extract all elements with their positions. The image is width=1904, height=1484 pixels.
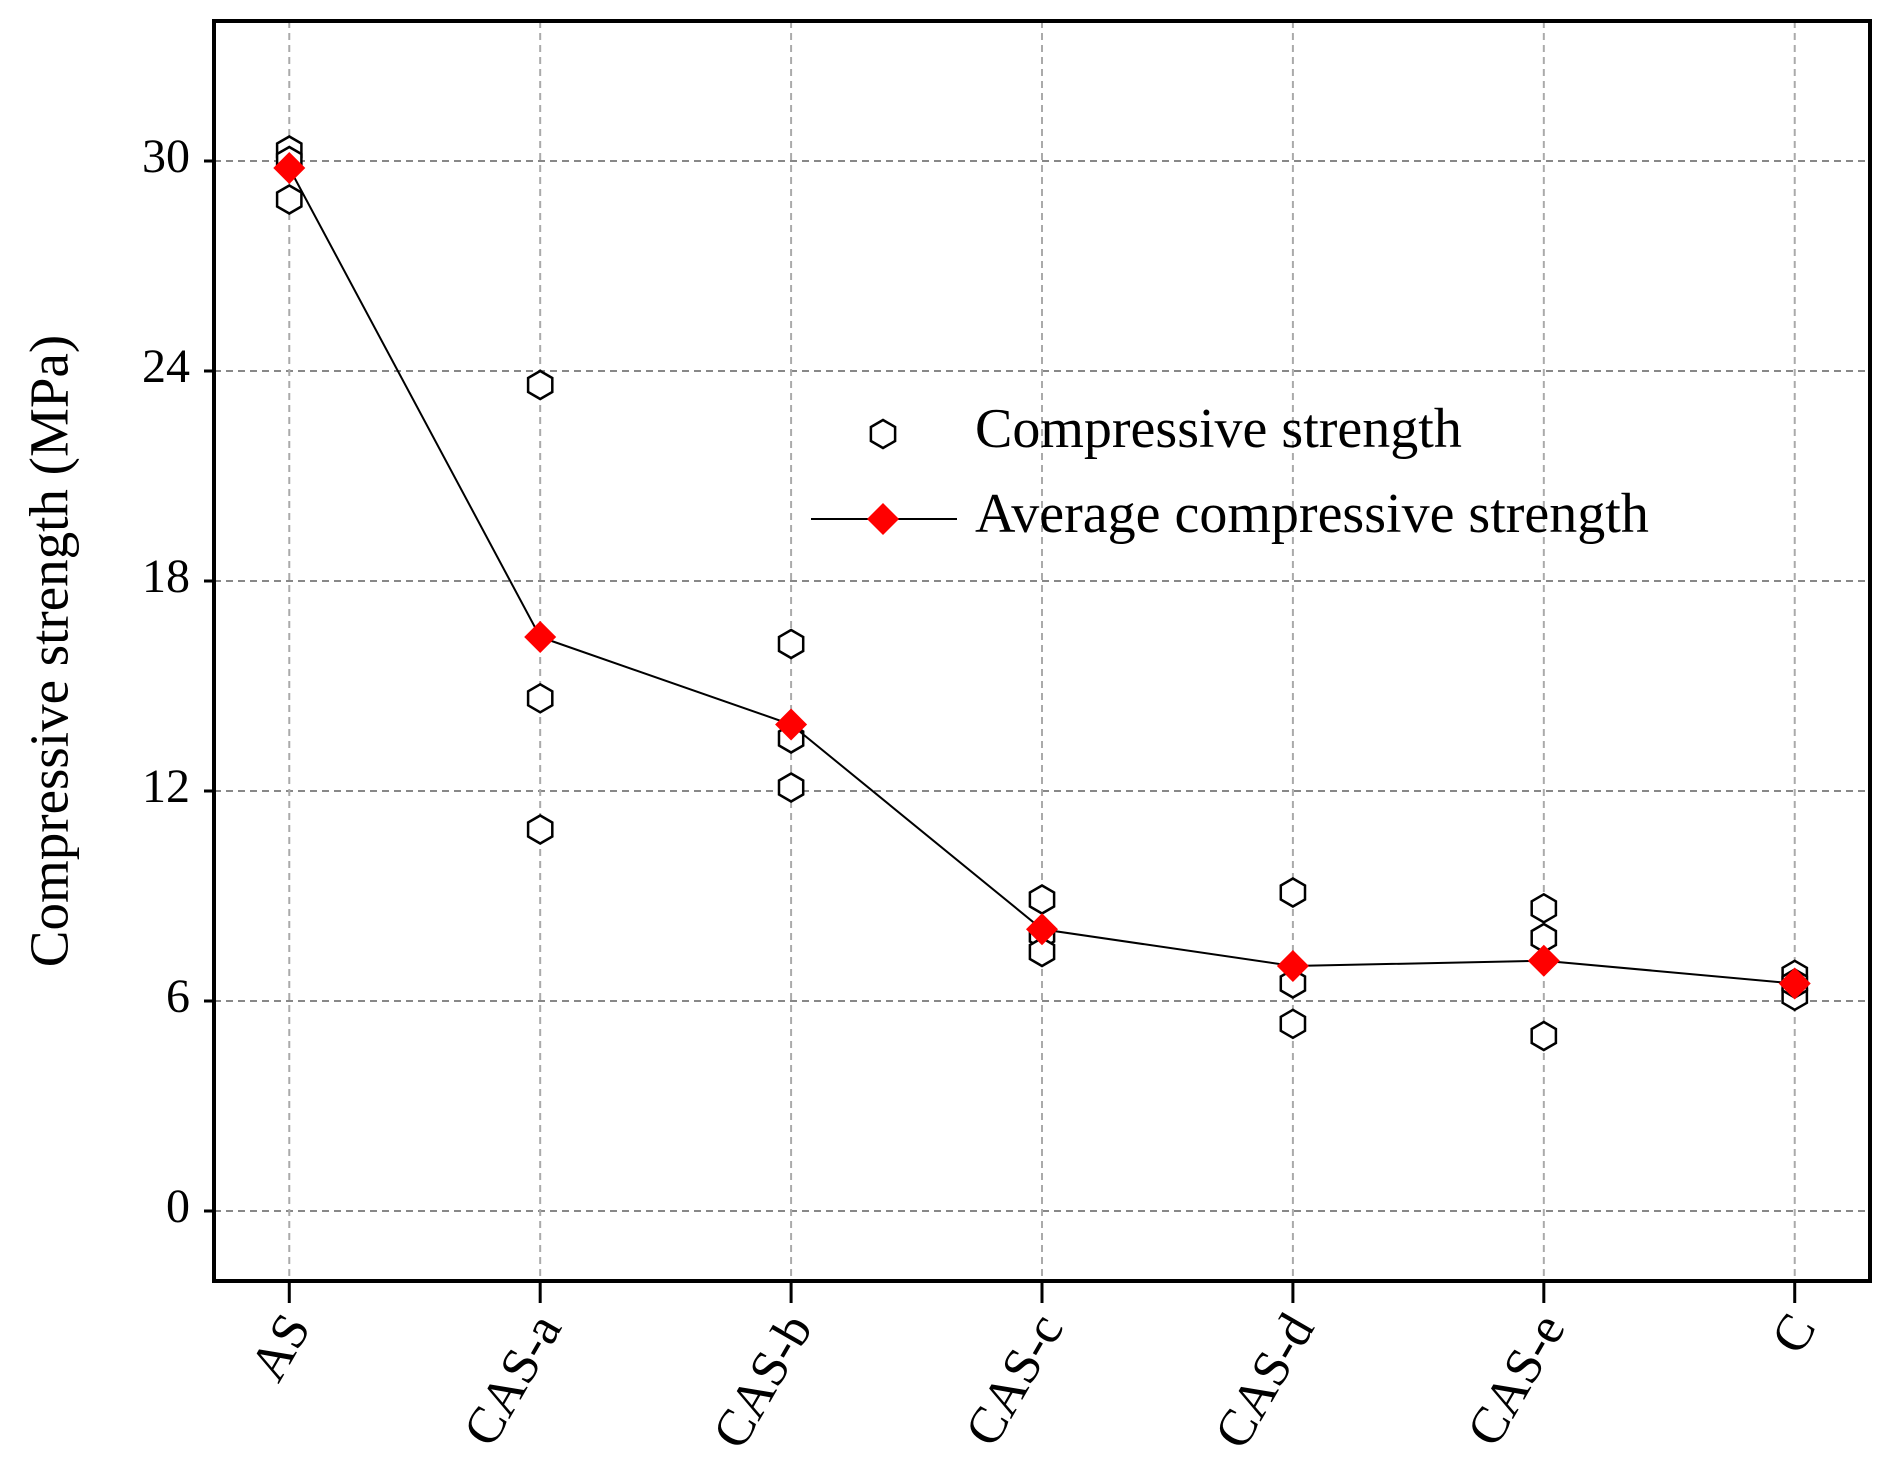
data-point bbox=[1530, 1020, 1558, 1052]
y-axis-title: Compressive strength (MPa) bbox=[19, 335, 80, 967]
data-point bbox=[526, 369, 554, 401]
data-point bbox=[777, 628, 805, 660]
plot-frame bbox=[212, 19, 1872, 1283]
data-point bbox=[1279, 1008, 1307, 1040]
data-point bbox=[1279, 968, 1307, 999]
x-tick-label: CAS-c bbox=[955, 1304, 1075, 1455]
legend-marker bbox=[867, 503, 899, 535]
x-tick-label: CAS-a bbox=[453, 1304, 573, 1455]
x-tick-label: AS bbox=[239, 1304, 322, 1390]
data-point bbox=[1028, 884, 1056, 915]
legend-label: Compressive strength bbox=[975, 398, 1462, 460]
x-tick-label: CAS-d bbox=[1204, 1304, 1326, 1458]
data-point bbox=[777, 772, 805, 803]
y-tick-label: 0 bbox=[166, 1180, 190, 1233]
average-point bbox=[524, 621, 557, 653]
y-tick-label: 30 bbox=[142, 130, 190, 183]
average-point bbox=[273, 152, 306, 184]
data-point bbox=[275, 184, 303, 215]
data-point bbox=[1530, 892, 1558, 924]
average-point bbox=[1276, 950, 1309, 982]
y-tick-label: 12 bbox=[142, 760, 190, 813]
x-tick-label: CAS-e bbox=[1456, 1304, 1576, 1455]
legend-marker bbox=[869, 418, 897, 450]
average-point bbox=[1527, 944, 1560, 977]
average-point bbox=[1778, 967, 1811, 1000]
legend-label: Average compressive strength bbox=[975, 483, 1649, 545]
y-tick-label: 24 bbox=[142, 340, 190, 393]
y-tick-label: 18 bbox=[142, 550, 190, 603]
x-tick-label: CAS-b bbox=[702, 1304, 824, 1458]
data-point bbox=[526, 682, 554, 714]
average-point bbox=[1026, 913, 1058, 946]
x-tick-label: C bbox=[1761, 1304, 1828, 1363]
data-point bbox=[1028, 936, 1056, 968]
data-point bbox=[526, 814, 554, 845]
y-tick-label: 6 bbox=[166, 970, 190, 1023]
average-point bbox=[775, 708, 808, 741]
data-point bbox=[1279, 877, 1307, 908]
